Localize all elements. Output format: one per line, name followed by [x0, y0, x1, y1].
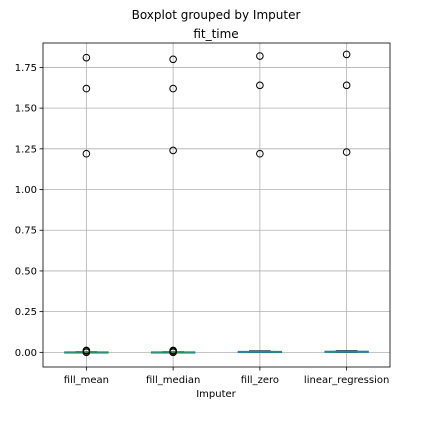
y-tick-label: 0.75 — [15, 226, 37, 237]
outlier-point — [169, 348, 177, 357]
x-tick-label: fill_zero — [241, 375, 279, 386]
outlier-point — [342, 148, 351, 156]
y-axis: 0.00 0.25 0.50 0.75 1.00 1.25 1.50 1.75 — [15, 63, 43, 359]
outlier-point — [82, 149, 91, 158]
y-tick-label: 1.00 — [15, 185, 37, 196]
outlier-point — [82, 84, 91, 93]
x-tick-label: fill_mean — [64, 375, 109, 386]
figure-suptitle: Boxplot grouped by Imputer — [132, 8, 301, 22]
box-linear_regression — [324, 50, 369, 353]
y-tick-label: 0.25 — [15, 307, 37, 318]
y-tick-label: 0.50 — [15, 266, 37, 277]
x-axis-label: Imputer — [196, 389, 236, 400]
outlier-point — [342, 50, 351, 59]
x-axis: fill_mean fill_median fill_zero linear_regr… — [64, 367, 389, 386]
outlier-point — [82, 348, 91, 357]
outlier-point — [342, 81, 351, 90]
outlier-point — [256, 81, 264, 90]
chart-title: fit_time — [193, 27, 238, 41]
box-fill_mean — [64, 53, 109, 357]
outlier-point — [256, 149, 264, 158]
y-tick-label: 1.50 — [15, 104, 37, 115]
box-fill_zero — [237, 52, 283, 354]
outlier-point — [82, 53, 91, 62]
x-tick-label: fill_median — [146, 375, 200, 386]
outlier-point — [169, 146, 177, 155]
y-tick-label: 0.00 — [15, 348, 37, 359]
grid-lines — [43, 43, 390, 367]
box-group — [64, 50, 369, 357]
y-tick-label: 1.25 — [15, 144, 37, 155]
outlier-point — [169, 84, 177, 93]
y-tick-label: 1.75 — [15, 63, 37, 74]
outlier-point — [169, 55, 177, 64]
outlier-point — [256, 52, 264, 60]
x-tick-label: linear_regression — [304, 375, 389, 386]
box-fill_median — [150, 55, 196, 357]
axes-frame — [42, 42, 391, 368]
